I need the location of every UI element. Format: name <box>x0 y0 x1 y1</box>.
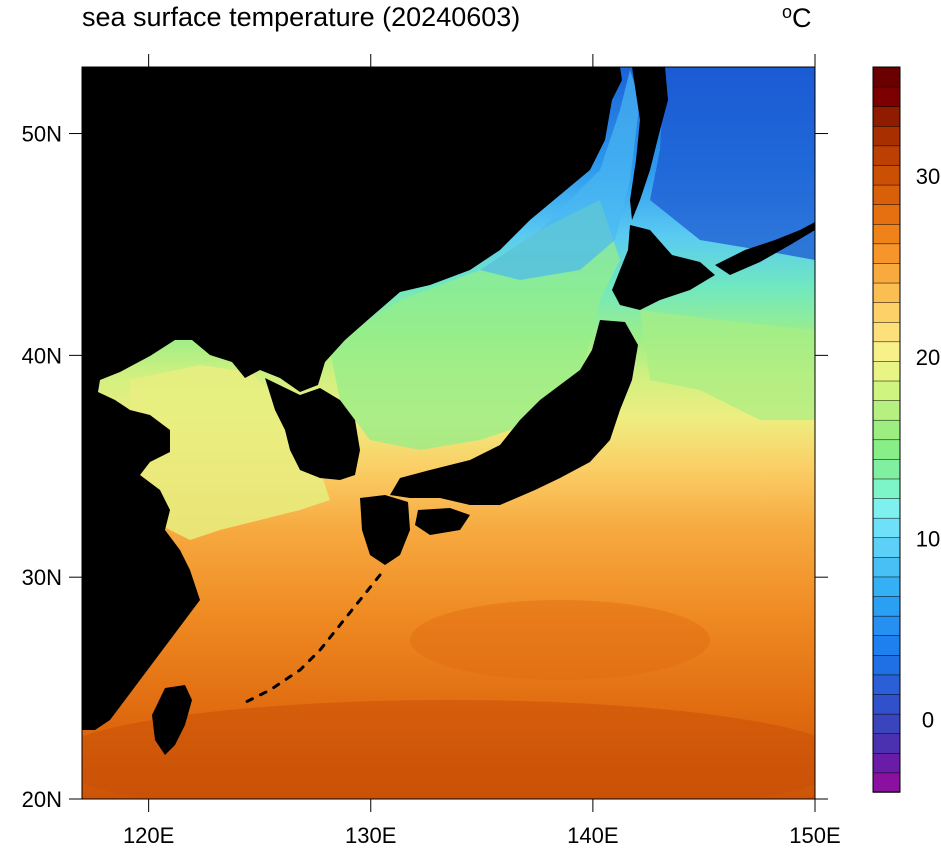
colorbar-tick-label: 30 <box>916 164 940 189</box>
colorbar-swatch <box>872 282 901 303</box>
longitude-axis: 120E 130E 140E 150E <box>123 54 841 848</box>
colorbar-swatch <box>872 66 901 88</box>
lon-tick-label: 150E <box>789 823 840 848</box>
colorbar-swatch <box>872 752 901 774</box>
colorbar-tick-label: 0 <box>922 708 934 733</box>
colorbar-swatch <box>872 262 901 284</box>
colorbar-frame <box>872 66 901 793</box>
colorbar-swatch <box>872 497 901 519</box>
land-sakhalin <box>630 67 668 220</box>
map-title: sea surface temperature (20240603) <box>82 2 521 32</box>
colorbar-swatch <box>872 439 901 460</box>
land-taiwan <box>152 685 192 755</box>
latitude-axis: 50N 40N 30N 20N <box>22 122 828 812</box>
colorbar-swatch <box>872 517 901 539</box>
colorbar-swatch <box>872 674 901 695</box>
unit-label: oC <box>782 2 812 34</box>
colorbar-swatch <box>872 145 901 166</box>
colorbar-swatch <box>872 105 901 127</box>
colorbar-swatch <box>872 223 901 245</box>
colorbar-swatch <box>872 419 901 441</box>
okhotsk-sea <box>650 67 815 260</box>
land-honshu <box>390 320 638 505</box>
degree-symbol: o <box>782 2 793 22</box>
land-ryukyu <box>238 573 382 707</box>
land-asia <box>82 67 622 730</box>
colorbar-tick-label: 10 <box>916 526 940 551</box>
lat-tick-label: 30N <box>22 565 62 590</box>
colorbar-tick-label: 20 <box>916 345 940 370</box>
colorbar-swatch <box>872 732 901 754</box>
colorbar-swatch <box>872 341 901 362</box>
land-kurils <box>715 222 815 275</box>
warm-pool-south <box>82 700 815 799</box>
lat-tick-label: 40N <box>22 343 62 368</box>
colorbar: 30 20 10 0 <box>872 66 940 793</box>
colorbar-swatch <box>872 576 901 597</box>
colorbar-swatch <box>872 399 901 421</box>
colorbar-swatch <box>872 203 901 225</box>
colorbar-swatch <box>872 654 901 676</box>
lon-tick-label: 130E <box>345 823 396 848</box>
warm-eddy <box>410 600 710 680</box>
land-shikoku <box>415 508 470 535</box>
colorbar-swatch <box>872 693 901 715</box>
colorbar-swatch <box>872 184 901 205</box>
colorbar-swatch <box>872 164 901 186</box>
land-kyushu <box>360 495 410 565</box>
colorbar-swatch <box>872 556 901 578</box>
lon-tick-label: 120E <box>123 823 174 848</box>
oyashio-front <box>640 310 815 420</box>
colorbar-swatch <box>872 478 901 499</box>
lat-tick-label: 20N <box>22 787 62 812</box>
sea-of-japan-north <box>480 70 640 280</box>
colorbar-swatch <box>872 321 901 343</box>
colorbar-swatch <box>872 595 901 617</box>
colorbar-swatch <box>872 713 901 734</box>
land-korea <box>265 378 360 480</box>
land-hokkaido <box>612 225 715 310</box>
colorbar-swatch <box>872 537 901 558</box>
map-frame <box>81 66 816 800</box>
colorbar-swatch <box>872 772 901 793</box>
colorbar-swatch <box>872 615 901 636</box>
colorbar-swatch <box>872 634 901 656</box>
lon-tick-label: 140E <box>567 823 618 848</box>
colorbar-swatch <box>872 301 901 323</box>
colorbar-swatch <box>872 458 901 480</box>
colorbar-swatch <box>872 380 901 401</box>
colorbar-swatch <box>872 360 901 382</box>
colorbar-swatch <box>872 243 901 264</box>
lat-tick-label: 50N <box>22 122 62 147</box>
unit-letter: C <box>792 3 812 33</box>
colorbar-swatch <box>872 86 901 107</box>
colorbar-swatch <box>872 125 901 147</box>
